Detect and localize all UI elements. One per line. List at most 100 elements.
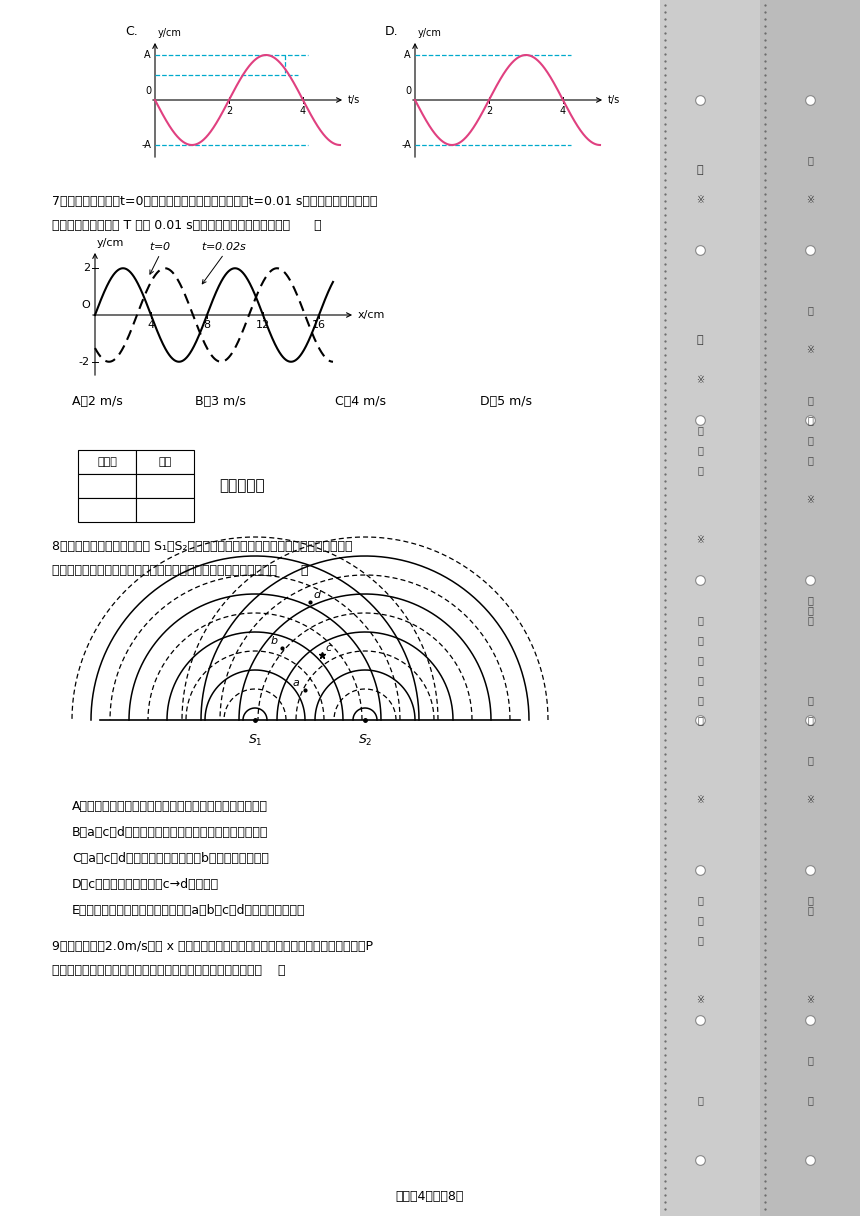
Text: 装: 装 (807, 395, 813, 405)
Text: 得分: 得分 (158, 457, 172, 467)
Text: 订: 订 (807, 715, 813, 725)
Text: 装: 装 (697, 426, 703, 435)
Text: 线: 线 (697, 165, 703, 175)
Text: 线: 线 (697, 1094, 703, 1105)
Text: $S_2$: $S_2$ (358, 733, 372, 748)
Text: $t$=0: $t$=0 (149, 240, 171, 252)
Text: 要: 要 (697, 635, 703, 644)
Text: y/cm: y/cm (418, 28, 442, 38)
Text: 为介质中的一个质点．关于这列机械波，下列说法中正确的是（    ）: 为介质中的一个质点．关于这列机械波，下列说法中正确的是（ ） (52, 964, 286, 976)
Text: 线: 线 (807, 1055, 813, 1065)
Text: 线: 线 (807, 455, 813, 465)
Text: 4: 4 (300, 106, 306, 116)
Text: 2: 2 (486, 106, 492, 116)
Bar (136, 499, 194, 522)
Text: -2: -2 (79, 356, 90, 367)
Text: 订: 订 (697, 715, 703, 725)
Text: ※: ※ (806, 195, 814, 206)
Bar (660, 0, 760, 1216)
Bar (78, 499, 136, 522)
Text: D．c处的质点会随时间沿c→d方向移动: D．c处的质点会随时间沿c→d方向移动 (72, 878, 219, 891)
Text: A: A (404, 50, 411, 60)
Text: -A: -A (401, 140, 411, 150)
Text: $S_1$: $S_1$ (248, 733, 262, 748)
Text: 2: 2 (226, 106, 232, 116)
Text: 16: 16 (312, 320, 326, 330)
Text: D.: D. (385, 26, 399, 38)
Text: 线: 线 (807, 305, 813, 315)
Text: ※: ※ (696, 535, 704, 545)
Bar (136, 450, 194, 474)
Text: a: a (292, 679, 299, 688)
Text: 0: 0 (144, 86, 151, 96)
Text: C．a、c、d三点的振动始终加强，b点的振动始终减弱: C．a、c、d三点的振动始终加强，b点的振动始终减弱 (72, 852, 269, 865)
Text: A．2 m/s: A．2 m/s (72, 395, 123, 409)
Text: 4: 4 (147, 320, 155, 330)
Text: 9．一列波速为2.0m/s，沿 x 轴正方向传播的简谐机械横波某时刻的波形图如图所示，P: 9．一列波速为2.0m/s，沿 x 轴正方向传播的简谐机械横波某时刻的波形图如图… (52, 940, 373, 953)
Text: d: d (313, 590, 320, 599)
Text: 线: 线 (807, 606, 813, 615)
Text: 线: 线 (807, 755, 813, 765)
Text: x/cm: x/cm (358, 310, 385, 320)
Text: 订: 订 (807, 415, 813, 426)
Text: B．3 m/s: B．3 m/s (195, 395, 246, 409)
Text: B．a、c、d三点位移始终最大，等于两列波的振幅之和: B．a、c、d三点位移始终最大，等于两列波的振幅之和 (72, 826, 268, 839)
Text: 二、多选题: 二、多选题 (219, 479, 265, 494)
Text: 2: 2 (83, 263, 90, 274)
Bar (760, 0, 860, 1216)
Text: 不: 不 (807, 595, 813, 606)
Text: C.: C. (125, 26, 138, 38)
Text: b: b (271, 636, 278, 646)
Text: t/s: t/s (348, 95, 360, 105)
Text: 评卷人: 评卷人 (97, 457, 117, 467)
Text: 8．如图所示为某一时刻波源 S₁、S₂在水槽中形成的水波，其中实线表示波峰，虚线表: 8．如图所示为某一时刻波源 S₁、S₂在水槽中形成的水波，其中实线表示波峰，虚线… (52, 540, 353, 553)
Text: 0: 0 (405, 86, 411, 96)
Text: O: O (81, 300, 90, 310)
Text: y/cm: y/cm (158, 28, 181, 38)
Text: ※: ※ (806, 495, 814, 505)
Text: t/s: t/s (608, 95, 620, 105)
Text: A: A (144, 50, 151, 60)
Text: y/cm: y/cm (97, 238, 125, 248)
Text: D．5 m/s: D．5 m/s (480, 395, 532, 409)
Text: 线: 线 (807, 905, 813, 914)
Text: 线: 线 (807, 435, 813, 445)
Text: ※: ※ (696, 795, 704, 805)
Text: c: c (325, 643, 331, 653)
Text: 装: 装 (697, 696, 703, 705)
Text: 线: 线 (697, 935, 703, 945)
Text: ※: ※ (806, 995, 814, 1004)
Text: 试卷第4页，共8页: 试卷第4页，共8页 (396, 1190, 464, 1203)
Text: 4: 4 (560, 106, 566, 116)
Text: ※: ※ (696, 995, 704, 1004)
Text: $t$=0.02s: $t$=0.02s (201, 240, 247, 252)
Text: 8: 8 (204, 320, 211, 330)
Text: 装: 装 (807, 1094, 813, 1105)
Text: 线: 线 (697, 334, 703, 345)
Text: -A: -A (141, 140, 151, 150)
Text: 不: 不 (697, 615, 703, 625)
Text: 线: 线 (697, 465, 703, 475)
Text: ※: ※ (806, 345, 814, 355)
Text: E．从此刻再经过四分之一个周期，a、b、c、d四点的位移均为零: E．从此刻再经过四分之一个周期，a、b、c、d四点的位移均为零 (72, 903, 305, 917)
Bar (78, 450, 136, 474)
Text: 此: 此 (697, 675, 703, 685)
Text: 7．一列简谐横波在t=0时刻的波形如图中的实线所示，t=0.01 s时刻的波形如图中虚线: 7．一列简谐横波在t=0时刻的波形如图中的实线所示，t=0.01 s时刻的波形如… (52, 195, 378, 208)
Text: 装: 装 (697, 895, 703, 905)
Text: 订: 订 (697, 914, 703, 925)
Text: ※: ※ (696, 375, 704, 385)
Text: 装: 装 (807, 696, 813, 705)
Text: A．这两列波的波长相同，在两波相遇的区域中会产生干涉: A．这两列波的波长相同，在两波相遇的区域中会产生干涉 (72, 800, 268, 814)
Text: 示波谷，已知两列波的频率相同，振幅相同，则下列说法正确的是（      ）: 示波谷，已知两列波的频率相同，振幅相同，则下列说法正确的是（ ） (52, 564, 309, 578)
Text: 线: 线 (807, 154, 813, 165)
Text: 要: 要 (807, 615, 813, 625)
Text: 12: 12 (256, 320, 270, 330)
Text: C．4 m/s: C．4 m/s (335, 395, 386, 409)
Text: ※: ※ (806, 795, 814, 805)
Text: 线: 线 (807, 895, 813, 905)
Text: 所示。若该波的周期 T 大于 0.01 s，则该波的传播速度可能是（      ）: 所示。若该波的周期 T 大于 0.01 s，则该波的传播速度可能是（ ） (52, 219, 322, 232)
Text: ※: ※ (696, 195, 704, 206)
Bar (136, 474, 194, 499)
Text: 在: 在 (697, 655, 703, 665)
Text: 订: 订 (697, 445, 703, 455)
